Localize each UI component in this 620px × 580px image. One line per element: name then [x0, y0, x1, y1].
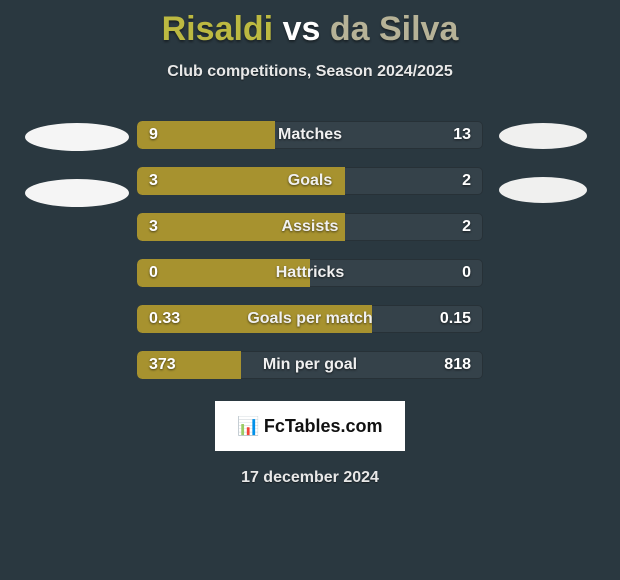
content-area: 9Matches13 3Goals2 3Assists2 0Hattricks0 0.3…	[0, 121, 620, 379]
badge-placeholder	[499, 123, 587, 149]
badge-placeholder	[25, 123, 129, 151]
stat-value-right: 0	[462, 259, 471, 287]
badge-placeholder	[25, 179, 129, 207]
stat-row-hattricks: 0Hattricks0	[137, 259, 483, 287]
stat-row-goals-per-match: 0.33Goals per match0.15	[137, 305, 483, 333]
stat-value-right: 2	[462, 213, 471, 241]
fctables-logo[interactable]: 📊 FcTables.com	[215, 401, 405, 451]
subtitle: Club competitions, Season 2024/2025	[0, 63, 620, 81]
stat-label: Assists	[137, 213, 483, 241]
comparison-title: Risaldi vs da Silva	[0, 0, 620, 49]
stat-label: Min per goal	[137, 351, 483, 379]
stat-label: Goals	[137, 167, 483, 195]
stat-label: Goals per match	[137, 305, 483, 333]
stat-value-right: 0.15	[440, 305, 471, 333]
stat-value-right: 818	[444, 351, 471, 379]
stat-row-assists: 3Assists2	[137, 213, 483, 241]
stat-value-right: 2	[462, 167, 471, 195]
date-text: 17 december 2024	[0, 469, 620, 487]
stat-value-right: 13	[453, 121, 471, 149]
vs-text: vs	[283, 10, 321, 48]
stat-bars: 9Matches13 3Goals2 3Assists2 0Hattricks0 0.3…	[137, 121, 483, 379]
logo-text: FcTables.com	[264, 416, 383, 437]
stat-label: Matches	[137, 121, 483, 149]
badge-placeholder	[499, 177, 587, 203]
player2-name: da Silva	[330, 10, 459, 48]
left-badges-col	[17, 121, 137, 207]
stat-row-goals: 3Goals2	[137, 167, 483, 195]
chart-icon: 📊	[237, 416, 259, 437]
stat-row-min-per-goal: 373Min per goal818	[137, 351, 483, 379]
player1-name: Risaldi	[162, 10, 273, 48]
right-badges-col	[483, 121, 603, 203]
stat-row-matches: 9Matches13	[137, 121, 483, 149]
stat-label: Hattricks	[137, 259, 483, 287]
